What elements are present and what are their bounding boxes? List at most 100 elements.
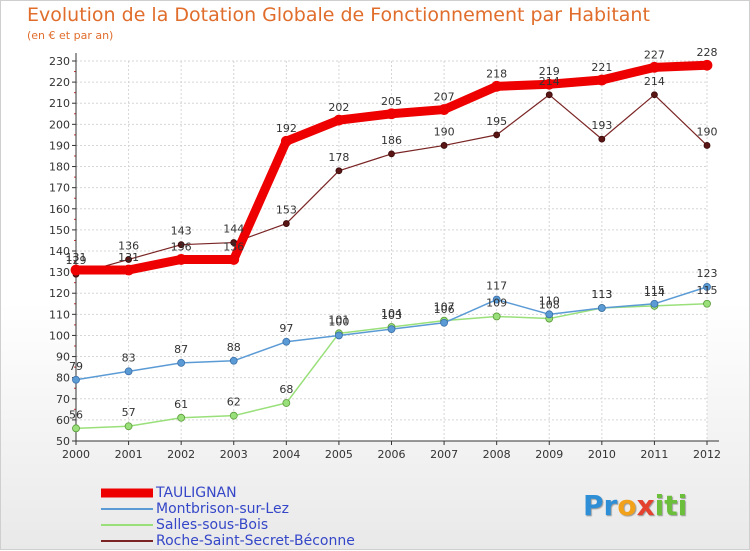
data-point: [598, 135, 606, 143]
data-label: 113: [591, 288, 612, 301]
data-label: 153: [276, 204, 297, 217]
x-tick-label: 2008: [483, 448, 511, 461]
data-label: 202: [328, 101, 349, 114]
data-point: [493, 131, 501, 139]
x-tick-label: 2007: [430, 448, 458, 461]
legend-swatch: [101, 488, 153, 498]
y-tick-label: 150: [49, 224, 70, 237]
data-point: [280, 135, 292, 147]
data-label: 115: [697, 284, 718, 297]
data-label: 144: [223, 223, 244, 236]
data-point: [597, 304, 606, 312]
y-tick-label: 80: [56, 372, 70, 385]
data-label: 79: [69, 360, 83, 373]
data-label: 192: [276, 122, 297, 135]
chart-subtitle: (en € et par an): [27, 29, 114, 42]
data-point: [545, 310, 554, 319]
y-tick-label: 140: [49, 245, 70, 258]
data-point: [335, 167, 343, 175]
data-point: [545, 91, 553, 99]
data-label: 88: [227, 341, 241, 354]
data-label: 101: [328, 313, 349, 326]
y-tick-label: 200: [49, 118, 70, 131]
data-label: 57: [122, 406, 136, 419]
data-label: 61: [174, 398, 188, 411]
data-point: [123, 264, 134, 276]
data-label: 83: [122, 351, 136, 364]
data-label: 87: [174, 343, 188, 356]
data-label: 219: [539, 65, 560, 78]
data-point: [703, 142, 711, 149]
data-label: 136: [118, 239, 139, 252]
data-point: [177, 358, 186, 367]
x-tick-label: 2011: [640, 448, 668, 461]
x-tick-label: 2000: [62, 448, 90, 461]
data-point: [333, 114, 345, 126]
legend-swatch: [101, 508, 153, 510]
x-tick-label: 2006: [378, 448, 406, 461]
data-label: 97: [279, 322, 293, 335]
data-label: 108: [539, 299, 560, 312]
legend-item: Salles-sous-Bois: [101, 517, 401, 533]
y-tick-label: 90: [56, 351, 70, 364]
data-label: 104: [381, 307, 402, 320]
data-label: 131: [118, 251, 139, 264]
data-label: 136: [171, 240, 192, 253]
data-label: 221: [591, 61, 612, 74]
y-tick-label: 180: [49, 161, 70, 174]
data-point: [651, 91, 658, 99]
legend-label: Salles-sous-Bois: [156, 517, 269, 533]
data-point: [228, 254, 240, 265]
data-point: [492, 295, 501, 304]
y-tick-label: 70: [56, 393, 70, 406]
data-point: [491, 80, 503, 92]
data-label: 190: [434, 125, 455, 138]
data-label: 115: [644, 284, 665, 297]
data-point: [177, 413, 186, 422]
data-label: 207: [434, 91, 455, 104]
data-point: [387, 325, 396, 334]
y-tick-label: 160: [49, 203, 70, 216]
data-label: 218: [486, 67, 507, 80]
y-tick-label: 170: [49, 182, 70, 195]
data-label: 113: [591, 288, 612, 301]
data-point: [649, 61, 660, 73]
legend-item: TAULIGNAN: [101, 485, 401, 501]
data-label: 56: [69, 408, 83, 421]
x-tick-label: 2005: [325, 448, 353, 461]
x-tick-label: 2004: [272, 448, 300, 461]
data-point: [72, 424, 80, 433]
legend-label: Roche-Saint-Secret-Béconne: [156, 533, 355, 549]
data-label: 110: [539, 294, 560, 307]
data-point: [282, 220, 290, 227]
y-tick-label: 50: [56, 435, 70, 448]
data-point: [229, 356, 238, 365]
chart-title: Evolution de la Dotation Globale de Fonc…: [27, 4, 650, 26]
data-point: [386, 108, 397, 120]
data-point: [70, 264, 82, 276]
data-point: [438, 104, 450, 115]
data-label: 129: [66, 254, 87, 267]
data-point: [703, 282, 711, 291]
y-tick-label: 60: [56, 414, 70, 427]
data-point: [282, 399, 291, 407]
data-point: [596, 74, 608, 86]
x-tick-label: 2002: [167, 448, 195, 461]
data-label: 114: [644, 286, 665, 299]
data-label: 109: [486, 296, 507, 309]
data-point: [650, 299, 659, 308]
data-point: [124, 422, 133, 431]
data-label: 100: [328, 315, 349, 328]
data-label: 106: [434, 303, 455, 316]
data-label: 143: [171, 225, 192, 238]
data-label: 193: [591, 119, 612, 132]
y-tick-label: 110: [49, 308, 70, 321]
x-tick-label: 2001: [115, 448, 143, 461]
data-point: [125, 256, 132, 263]
y-tick-label: 210: [49, 97, 70, 110]
data-label: 131: [66, 251, 87, 264]
x-tick-label: 2009: [535, 448, 563, 461]
data-label: 186: [381, 134, 402, 147]
y-tick-label: 220: [49, 76, 70, 89]
data-point: [282, 337, 291, 346]
